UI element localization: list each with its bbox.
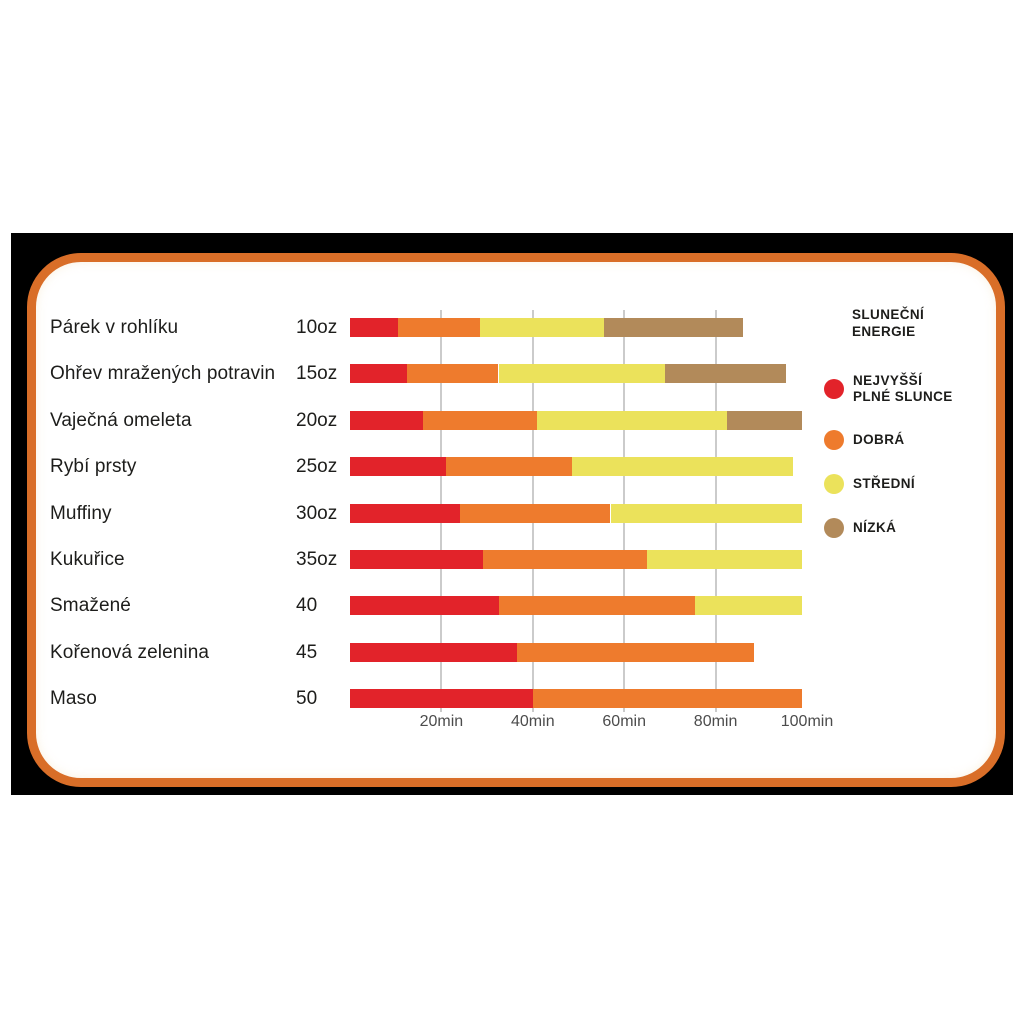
legend-title-line: ENERGIE [852, 324, 916, 339]
size-label: 45 [296, 641, 318, 663]
size-label: 50 [296, 688, 318, 710]
bar-segment-nejvyssi [350, 503, 460, 523]
legend-dot-dobra-icon [824, 430, 844, 450]
bar-segment-dobra [482, 550, 647, 569]
bar-row [350, 596, 803, 616]
legend-title-line: SLUNEČNÍ [852, 307, 925, 322]
food-label: Ohřev mražených potravin [50, 363, 276, 385]
bar-segment-stredni [695, 596, 803, 616]
size-label: 20oz [296, 409, 338, 431]
legend-item-stredni: STŘEDNÍ [824, 474, 915, 494]
legend-label-line: NEJVYŠŠÍ [853, 373, 923, 388]
food-label: Smažené [50, 595, 131, 617]
size-label: 40 [296, 595, 318, 617]
legend-label-line: NÍZKÁ [853, 520, 897, 535]
legend-label-line: STŘEDNÍ [853, 476, 916, 491]
legend-label-line: DOBRÁ [853, 432, 905, 447]
legend-title: SLUNEČNÍ ENERGIE [852, 306, 924, 340]
bar-segment-nejvyssi [350, 457, 446, 477]
bar-row [350, 318, 743, 337]
bar-row [350, 457, 794, 477]
bar-segment-nejvyssi [350, 550, 483, 569]
bar-segment-dobra [532, 689, 803, 709]
legend-item-label: DOBRÁ [853, 432, 905, 448]
legend-item-nejvyssi: NEJVYŠŠÍ PLNÉ SLUNCE [824, 373, 953, 405]
legend-item-label: NEJVYŠŠÍ PLNÉ SLUNCE [853, 373, 953, 405]
bar-segment-nizka [727, 410, 803, 430]
bar-segment-dobra [459, 503, 611, 523]
legend-dot-nejvyssi-icon [824, 379, 844, 399]
bar-row [350, 364, 787, 384]
axis-tick-label: 20min [419, 713, 464, 730]
legend-label-line: PLNÉ SLUNCE [853, 389, 953, 404]
bar-segment-stredni [480, 318, 604, 337]
bar-segment-nejvyssi [350, 364, 408, 384]
axis-tick-label: 80min [693, 713, 738, 730]
food-label: Párek v rohlíku [50, 317, 179, 338]
bar-segment-stredni [571, 457, 794, 477]
legend-item-nizka: NÍZKÁ [824, 518, 896, 538]
legend-item-label: STŘEDNÍ [853, 476, 915, 492]
food-label: Muffiny [50, 502, 112, 524]
bar-row [350, 642, 755, 662]
axis-tick-label: 60min [602, 713, 646, 730]
size-label: 15oz [296, 363, 338, 385]
axis-tick-label: 100min [780, 713, 834, 730]
black-backdrop: Párek v rohlíku 10oz Ohřev mražených potra… [11, 233, 1013, 795]
food-label: Vaječná omeleta [50, 409, 192, 431]
food-label: Kukuřice [50, 549, 125, 570]
bar-segment-nejvyssi [350, 642, 517, 662]
bar-row [350, 410, 803, 430]
food-label: Maso [50, 688, 97, 710]
bar-segment-stredni [610, 503, 803, 523]
bar-segment-dobra [446, 457, 572, 477]
bar-segment-nizka [665, 364, 787, 384]
bar-segment-nejvyssi [350, 410, 424, 430]
bar-segment-dobra [516, 642, 755, 662]
bar-segment-nejvyssi [350, 689, 533, 709]
axis-tick-label: 40min [511, 713, 555, 730]
bar-segment-dobra [407, 364, 499, 384]
bar-segment-nejvyssi [350, 318, 398, 337]
bar-segment-nejvyssi [350, 596, 499, 616]
bar-segment-dobra [398, 318, 481, 337]
bar-segment-nizka [603, 318, 743, 337]
bar-segment-stredni [498, 364, 666, 384]
size-label: 25oz [296, 456, 338, 478]
food-label: Rybí prsty [50, 456, 137, 478]
bar-row [350, 550, 803, 569]
bar-row [350, 689, 803, 709]
size-label: 30oz [296, 502, 338, 524]
chart-panel: Párek v rohlíku 10oz Ohřev mražených potra… [27, 253, 1005, 787]
bar-segment-stredni [647, 550, 803, 569]
bar-row [350, 503, 803, 523]
legend-dot-nizka-icon [824, 518, 844, 538]
bar-segment-dobra [498, 596, 695, 616]
legend-item-label: NÍZKÁ [853, 520, 896, 536]
bar-segment-stredni [537, 410, 728, 430]
size-label: 10oz [296, 317, 338, 338]
legend-dot-stredni-icon [824, 474, 844, 494]
size-label: 35oz [296, 549, 338, 570]
legend-item-dobra: DOBRÁ [824, 430, 905, 450]
bar-segment-dobra [423, 410, 538, 430]
food-label: Kořenová zelenina [50, 641, 210, 663]
